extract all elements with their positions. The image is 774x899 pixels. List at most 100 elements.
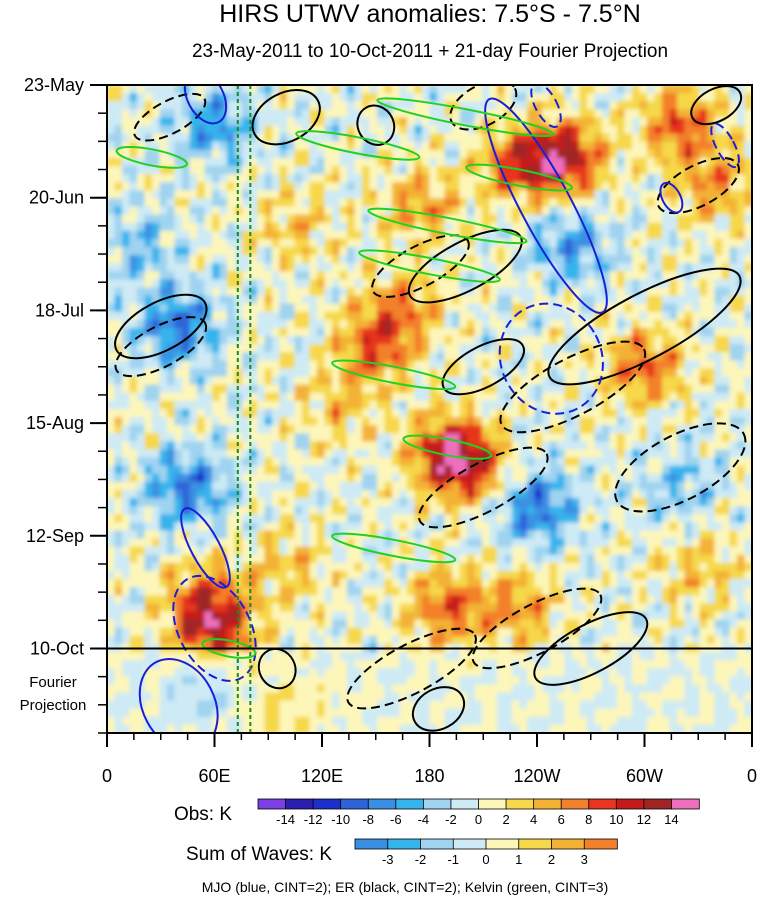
anomaly-cell: [639, 182, 648, 191]
anomaly-cell: [609, 255, 618, 264]
anomaly-cell: [497, 457, 506, 467]
anomaly-cell: [317, 206, 326, 216]
anomaly-cell: [459, 319, 468, 329]
anomaly-cell: [159, 522, 168, 532]
anomaly-cell: [662, 352, 671, 361]
anomaly-cell: [504, 287, 513, 297]
anomaly-cell: [684, 255, 693, 264]
anomaly-cell: [557, 546, 566, 556]
anomaly-cell: [722, 538, 731, 548]
anomaly-cell: [482, 352, 491, 361]
anomaly-cell: [309, 400, 318, 410]
anomaly-cell: [189, 109, 198, 118]
anomaly-cell: [714, 271, 723, 280]
anomaly-cell: [654, 295, 663, 305]
anomaly-cell: [242, 182, 251, 191]
anomaly-cell: [572, 473, 581, 483]
anomaly-cell: [197, 400, 206, 410]
anomaly-cell: [564, 85, 573, 94]
anomaly-cell: [572, 319, 581, 329]
anomaly-cell: [234, 546, 243, 556]
anomaly-cell: [287, 319, 296, 329]
anomaly-cell: [354, 384, 363, 394]
anomaly-cell: [384, 336, 393, 345]
anomaly-cell: [212, 368, 221, 378]
anomaly-cell: [737, 336, 746, 345]
anomaly-cell: [602, 319, 611, 329]
anomaly-cell: [632, 376, 641, 386]
anomaly-cell: [167, 319, 176, 329]
anomaly-cell: [647, 409, 656, 418]
anomaly-cell: [302, 222, 311, 232]
anomaly-cell: [707, 255, 716, 264]
anomaly-cell: [264, 400, 273, 410]
anomaly-cell: [617, 255, 626, 264]
anomaly-cell: [414, 522, 423, 532]
anomaly-cell: [744, 506, 752, 515]
anomaly-cell: [324, 230, 333, 240]
anomaly-cell: [602, 117, 611, 127]
anomaly-cell: [369, 214, 378, 224]
anomaly-cell: [594, 101, 603, 110]
anomaly-cell: [542, 441, 551, 451]
anomaly-cell: [182, 344, 191, 353]
anomaly-cell: [444, 344, 453, 353]
anomaly-cell: [639, 506, 648, 515]
anomaly-cell: [587, 271, 596, 280]
anomaly-cell: [452, 93, 461, 102]
anomaly-cell: [309, 255, 318, 264]
anomaly-cell: [377, 514, 386, 523]
anomaly-cell: [242, 530, 251, 540]
anomaly-cell: [587, 506, 596, 515]
anomaly-cell: [722, 279, 731, 289]
anomaly-cell: [339, 392, 348, 402]
anomaly-cell: [242, 198, 251, 208]
anomaly-cell: [579, 271, 588, 280]
anomaly-cell: [309, 271, 318, 280]
anomaly-cell: [414, 101, 423, 110]
anomaly-cell: [722, 311, 731, 321]
anomaly-cell: [422, 287, 431, 297]
anomaly-cell: [309, 506, 318, 515]
anomaly-cell: [294, 222, 303, 232]
anomaly-cell: [557, 287, 566, 297]
anomaly-cell: [264, 530, 273, 540]
anomaly-cell: [197, 546, 206, 556]
anomaly-cell: [122, 328, 131, 337]
anomaly-cell: [227, 530, 236, 540]
anomaly-cell: [294, 465, 303, 475]
anomaly-cell: [369, 149, 378, 159]
anomaly-cell: [339, 522, 348, 532]
anomaly-cell: [737, 328, 746, 337]
anomaly-cell: [287, 247, 296, 256]
anomaly-cell: [497, 352, 506, 361]
anomaly-cell: [422, 214, 431, 224]
anomaly-cell: [309, 384, 318, 394]
anomaly-cell: [272, 303, 281, 313]
anomaly-cell: [197, 538, 206, 548]
anomaly-cell: [602, 425, 611, 434]
anomaly-cell: [744, 157, 752, 167]
anomaly-cell: [684, 530, 693, 540]
anomaly-cell: [669, 376, 678, 386]
anomaly-cell: [144, 344, 153, 353]
anomaly-cell: [362, 93, 371, 102]
anomaly-cell: [384, 117, 393, 127]
anomaly-cell: [167, 417, 176, 426]
anomaly-cell: [272, 271, 281, 280]
anomaly-cell: [399, 101, 408, 110]
anomaly-cell: [174, 441, 183, 451]
anomaly-cell: [699, 400, 708, 410]
anomaly-cell: [662, 490, 671, 499]
anomaly-cell: [744, 230, 752, 240]
anomaly-cell: [452, 538, 461, 548]
anomaly-cell: [564, 279, 573, 289]
anomaly-cell: [474, 409, 483, 418]
anomaly-cell: [594, 125, 603, 135]
anomaly-cell: [662, 214, 671, 224]
anomaly-cell: [632, 303, 641, 313]
anomaly-cell: [669, 117, 678, 127]
anomaly-cell: [302, 198, 311, 208]
anomaly-cell: [399, 506, 408, 515]
